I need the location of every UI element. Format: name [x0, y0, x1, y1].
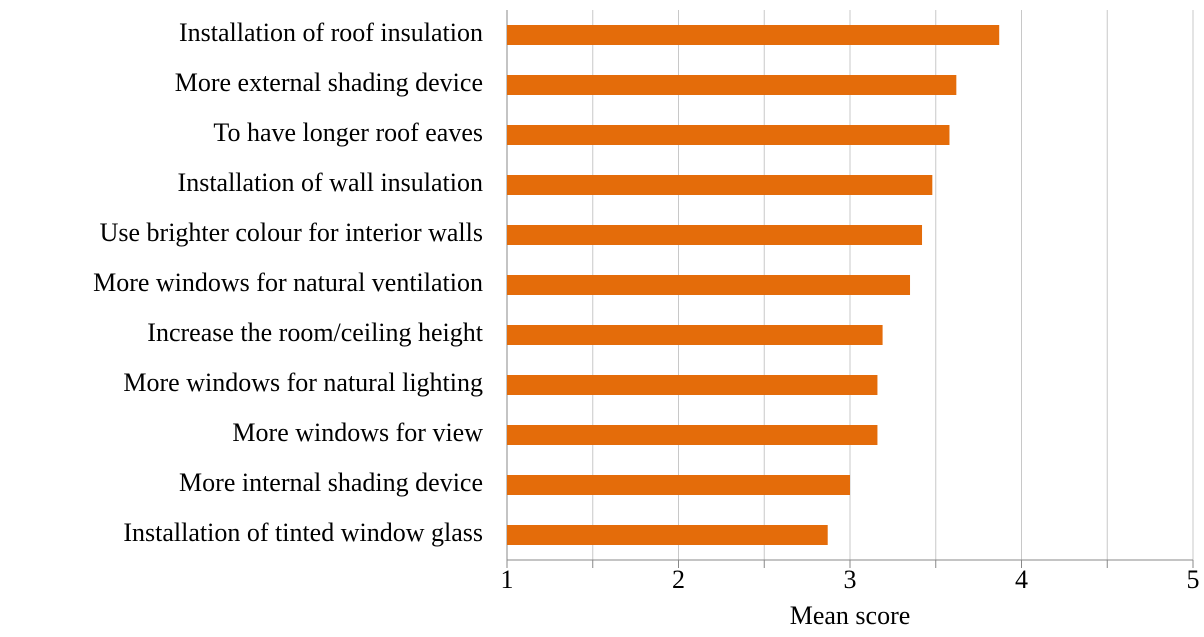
bar — [507, 225, 923, 245]
bar — [507, 525, 828, 545]
bar — [507, 25, 1000, 45]
y-tick-label: More windows for natural ventilation — [93, 268, 483, 297]
bar — [507, 175, 933, 195]
x-tick-label: 1 — [501, 565, 514, 594]
y-tick-label: Use brighter colour for interior walls — [100, 218, 483, 247]
y-tick-label: Installation of roof insulation — [179, 18, 483, 47]
x-tick-label: 4 — [1015, 565, 1028, 594]
y-tick-label: More internal shading device — [179, 468, 483, 497]
x-tick-label: 3 — [844, 565, 857, 594]
bar — [507, 275, 911, 295]
bar — [507, 375, 878, 395]
bar — [507, 425, 878, 445]
y-tick-label: Installation of tinted window glass — [123, 518, 483, 547]
y-tick-label: More windows for natural lighting — [123, 368, 483, 397]
bar — [507, 325, 883, 345]
bar — [507, 125, 950, 145]
bar — [507, 475, 850, 495]
y-tick-label: More windows for view — [232, 418, 483, 447]
y-tick-label: More external shading device — [175, 68, 483, 97]
y-tick-label: Increase the room/ceiling height — [147, 318, 483, 347]
x-tick-label: 5 — [1187, 565, 1200, 594]
bar — [507, 75, 957, 95]
y-tick-label: To have longer roof eaves — [213, 118, 483, 147]
x-axis-title: Mean score — [790, 601, 911, 630]
y-tick-label: Installation of wall insulation — [178, 168, 483, 197]
x-tick-label: 2 — [672, 565, 685, 594]
